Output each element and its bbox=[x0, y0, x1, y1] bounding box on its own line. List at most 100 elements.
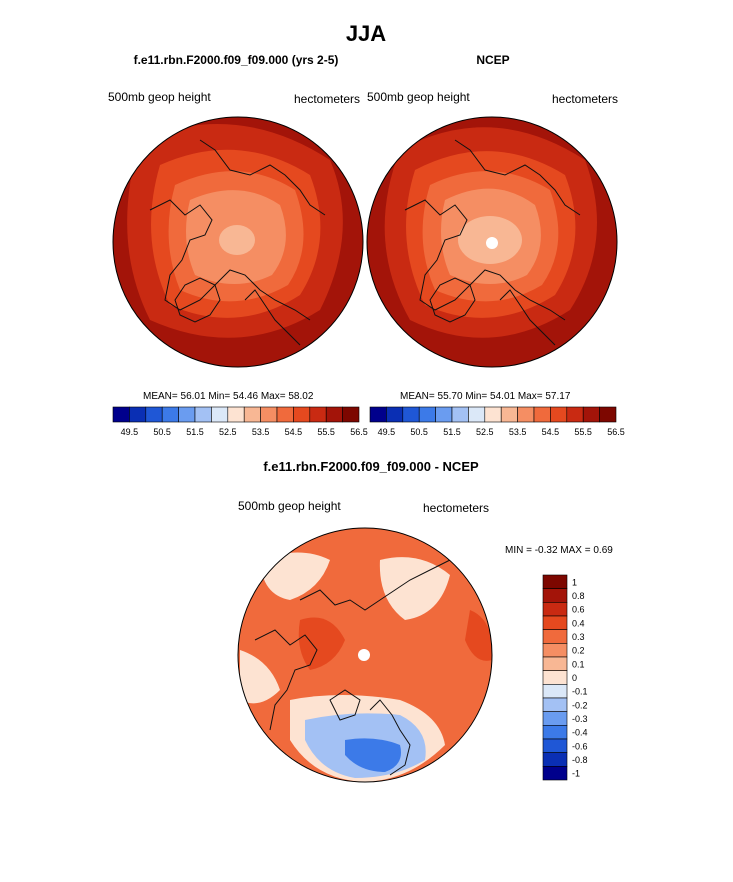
diff-coastline-eurasia bbox=[299, 559, 451, 611]
left-colorbar-tick-label: 56.5 bbox=[350, 427, 368, 437]
left-colorbar-swatch bbox=[227, 406, 245, 423]
diff-region-neg-3 bbox=[345, 738, 401, 772]
diff-map-fill bbox=[238, 528, 492, 782]
diff-region-dark-1 bbox=[298, 617, 345, 670]
right-units-label: hectometers bbox=[552, 92, 618, 106]
diff-colorbar-tick-label: -0.8 bbox=[572, 755, 588, 765]
right-colorbar-tick-label: 54.5 bbox=[542, 427, 560, 437]
diff-pole-marker bbox=[358, 649, 370, 661]
right-stats: MEAN= 55.70 Min= 54.01 Max= 57.17 bbox=[400, 391, 571, 402]
diff-colorbar-swatch bbox=[542, 684, 568, 699]
diff-colorbar-tick-label: -1 bbox=[572, 769, 580, 779]
diff-colorbar-swatch bbox=[542, 766, 568, 781]
diff-colorbar-tick-label: -0.3 bbox=[572, 714, 588, 724]
right-colorbar-tick-label: 51.5 bbox=[443, 427, 461, 437]
left-stats: MEAN= 56.01 Min= 54.46 Max= 58.02 bbox=[143, 391, 314, 402]
right-colorbar-tick-label: 52.5 bbox=[476, 427, 494, 437]
right-colorbar-swatch bbox=[550, 406, 568, 423]
right-colorbar-tick-label: 49.5 bbox=[378, 427, 396, 437]
diff-colorbar-swatch bbox=[542, 656, 568, 671]
left-colorbar-tick-label: 50.5 bbox=[153, 427, 171, 437]
diff-colorbar-tick-label: 1 bbox=[572, 577, 577, 587]
diff-colorbar-tick-label: 0.2 bbox=[572, 646, 585, 656]
right-coastline-americas bbox=[404, 199, 566, 321]
diff-polar-map bbox=[237, 527, 493, 783]
left-colorbar-swatch bbox=[112, 406, 130, 423]
diff-colorbar-swatch bbox=[542, 629, 568, 644]
diff-colorbar-tick-label: 0.8 bbox=[572, 591, 585, 601]
right-map-border bbox=[366, 116, 618, 368]
diff-colorbar-swatch bbox=[542, 615, 568, 630]
diff-coastline-americas bbox=[254, 629, 318, 731]
left-colorbar-swatch bbox=[293, 406, 311, 423]
right-panel-title: NCEP bbox=[476, 53, 509, 67]
left-colorbar-swatch bbox=[194, 406, 212, 423]
left-map-fill bbox=[113, 117, 363, 367]
diff-colorbar-tick-label: -0.1 bbox=[572, 687, 588, 697]
left-colorbar: 49.5 50.5 51.5 52.5 53.5 54.5 55.5 56.5 bbox=[112, 406, 368, 437]
left-colorbar-swatch bbox=[161, 406, 179, 423]
right-colorbar-swatch bbox=[418, 406, 436, 423]
right-coastline-scandinavia bbox=[499, 289, 556, 346]
right-coastline-eurasia bbox=[454, 139, 581, 216]
right-colorbar-tick-label: 50.5 bbox=[410, 427, 428, 437]
right-colorbar-swatch bbox=[402, 406, 420, 423]
right-colorbar-tick-label: 56.5 bbox=[607, 427, 625, 437]
right-colorbar-swatch bbox=[451, 406, 469, 423]
left-contour-54-5 bbox=[219, 225, 255, 255]
right-colorbar-swatch bbox=[484, 406, 502, 423]
diff-stats: MIN = -0.32 MAX = 0.69 bbox=[505, 545, 613, 556]
diff-region-light-1 bbox=[260, 552, 330, 600]
diff-units-label: hectometers bbox=[423, 501, 489, 515]
diff-colorbar-tick-label: 0.4 bbox=[572, 618, 585, 628]
diff-colorbar-swatch bbox=[542, 752, 568, 767]
left-coastline-scandinavia bbox=[244, 289, 301, 346]
diff-colorbar: 1 0.8 0.6 0.4 0.3 0.2 0.1 0 -0.1 -0.2 -0.3 -0.4 -0.6… bbox=[542, 574, 588, 781]
right-colorbar-swatch bbox=[599, 406, 617, 423]
left-coastline-greenland bbox=[174, 277, 221, 323]
diff-colorbar-tick-label: 0.3 bbox=[572, 632, 585, 642]
main-title: JJA bbox=[346, 21, 386, 46]
diff-colorbar-tick-label: 0.6 bbox=[572, 605, 585, 615]
right-colorbar-swatch bbox=[566, 406, 584, 423]
diff-panel-title: f.e11.rbn.F2000.f09_f09.000 - NCEP bbox=[263, 459, 479, 474]
diff-map-border bbox=[237, 527, 493, 783]
right-colorbar-swatch bbox=[582, 406, 600, 423]
left-colorbar-swatch bbox=[145, 406, 163, 423]
diff-colorbar-tick-label: 0 bbox=[572, 673, 577, 683]
left-colorbar-tick-label: 52.5 bbox=[219, 427, 237, 437]
left-units-label: hectometers bbox=[294, 92, 360, 106]
right-coastline-greenland bbox=[429, 277, 476, 323]
right-pole-marker bbox=[486, 237, 498, 249]
left-colorbar-swatch bbox=[243, 406, 261, 423]
left-colorbar-swatch bbox=[129, 406, 147, 423]
right-colorbar-swatch bbox=[517, 406, 535, 423]
left-coastline-americas bbox=[149, 199, 311, 321]
left-colorbar-swatch bbox=[309, 406, 327, 423]
diff-colorbar-swatch bbox=[542, 711, 568, 726]
diff-coastline-greenland bbox=[329, 689, 361, 721]
diff-region-dark-2 bbox=[465, 610, 492, 661]
diff-variable-label: 500mb geop height bbox=[238, 499, 341, 513]
left-colorbar-swatch bbox=[211, 406, 229, 423]
diff-colorbar-swatch bbox=[542, 602, 568, 617]
right-colorbar-swatch bbox=[500, 406, 518, 423]
left-colorbar-tick-label: 49.5 bbox=[121, 427, 139, 437]
right-colorbar: 49.5 50.5 51.5 52.5 53.5 54.5 55.5 56.5 bbox=[369, 406, 625, 437]
right-colorbar-swatch bbox=[533, 406, 551, 423]
left-colorbar-tick-label: 55.5 bbox=[317, 427, 335, 437]
diff-colorbar-tick-label: -0.2 bbox=[572, 700, 588, 710]
right-map-fill bbox=[367, 117, 617, 367]
right-colorbar-swatch bbox=[468, 406, 486, 423]
right-colorbar-tick-label: 53.5 bbox=[509, 427, 527, 437]
left-polar-map bbox=[112, 116, 364, 368]
right-variable-label: 500mb geop height bbox=[367, 90, 470, 104]
diff-colorbar-swatch bbox=[542, 588, 568, 603]
right-colorbar-swatch bbox=[435, 406, 453, 423]
left-map-border bbox=[112, 116, 364, 368]
right-polar-map bbox=[366, 116, 618, 368]
left-colorbar-tick-label: 51.5 bbox=[186, 427, 204, 437]
right-colorbar-tick-label: 55.5 bbox=[574, 427, 592, 437]
diff-colorbar-swatch bbox=[542, 574, 568, 589]
